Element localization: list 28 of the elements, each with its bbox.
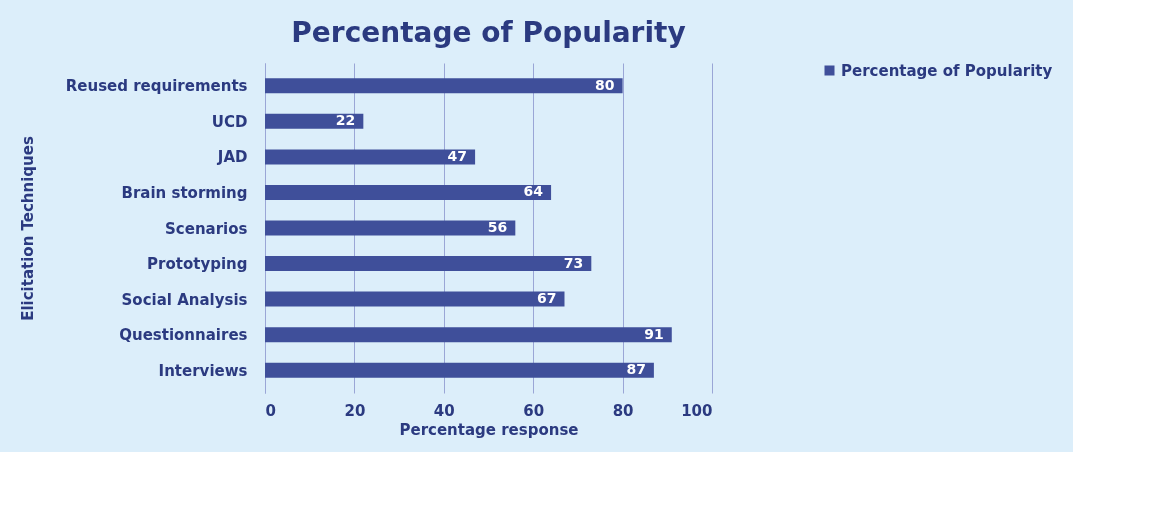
data-label: 56	[487, 219, 508, 235]
data-label: 80	[595, 76, 615, 93]
data-label: 64	[523, 183, 544, 200]
y-tick-label: UCD	[211, 112, 248, 131]
data-label: 22	[335, 112, 356, 129]
y-tick-label: Questionnaires	[119, 326, 248, 345]
data-label: 91	[644, 325, 664, 342]
x-tick-label: 40	[433, 401, 455, 420]
chart-title: Percentage of Popularity	[291, 16, 686, 49]
x-axis-title: Percentage response	[399, 420, 579, 439]
y-tick-label: Brain storming	[121, 183, 248, 202]
x-tick-label: 0	[265, 401, 276, 420]
y-tick-label: Prototyping	[147, 255, 248, 274]
y-tick-label: Social Analysis	[121, 290, 248, 309]
y-tick-label: Scenarios	[165, 219, 248, 238]
y-tick-label: Reused requirements	[65, 77, 248, 96]
y-tick-label: JAD	[216, 148, 248, 167]
x-tick-label: 20	[344, 401, 366, 420]
y-tick-label: Interviews	[158, 361, 248, 380]
legend-label: Percentage of Popularity	[841, 61, 1053, 80]
x-tick-label: 80	[612, 401, 634, 420]
data-label: 73	[563, 254, 584, 271]
data-label: 67	[537, 290, 557, 307]
data-label: 87	[626, 361, 646, 378]
x-tick-label: 100	[681, 401, 713, 420]
data-label: 47	[447, 147, 468, 164]
x-tick-label: 60	[523, 401, 545, 420]
y-axis-title: Elicitation Techniques	[18, 136, 37, 321]
